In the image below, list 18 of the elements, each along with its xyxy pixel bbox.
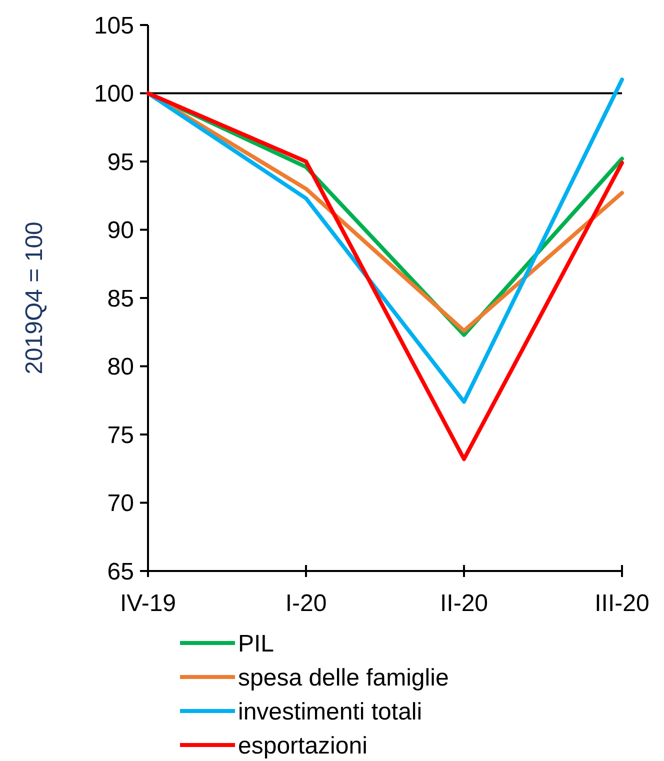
x-tick-label: IV-19 (120, 590, 176, 617)
y-tick-label: 80 (107, 354, 134, 381)
x-tick-label: I-20 (285, 590, 327, 617)
legend-label: esportazioni (238, 732, 368, 760)
y-tick-label: 70 (107, 490, 134, 518)
y-axis-title: 2019Q4 = 100 (21, 222, 48, 374)
x-tick-label: II-20 (440, 590, 488, 617)
y-tick-label: 85 (107, 285, 134, 312)
y-tick-label: 65 (107, 558, 134, 586)
y-tick-label: 100 (94, 80, 134, 108)
legend-label: spesa delle famiglie (238, 664, 449, 692)
y-tick-label: 105 (94, 12, 134, 40)
legend-label: PIL (238, 630, 274, 658)
x-tick-label: III-20 (594, 590, 650, 617)
y-tick-label: 90 (107, 217, 134, 244)
y-tick-label: 75 (107, 422, 134, 449)
legend-label: investimenti totali (238, 698, 422, 726)
y-tick-label: 95 (107, 148, 134, 176)
